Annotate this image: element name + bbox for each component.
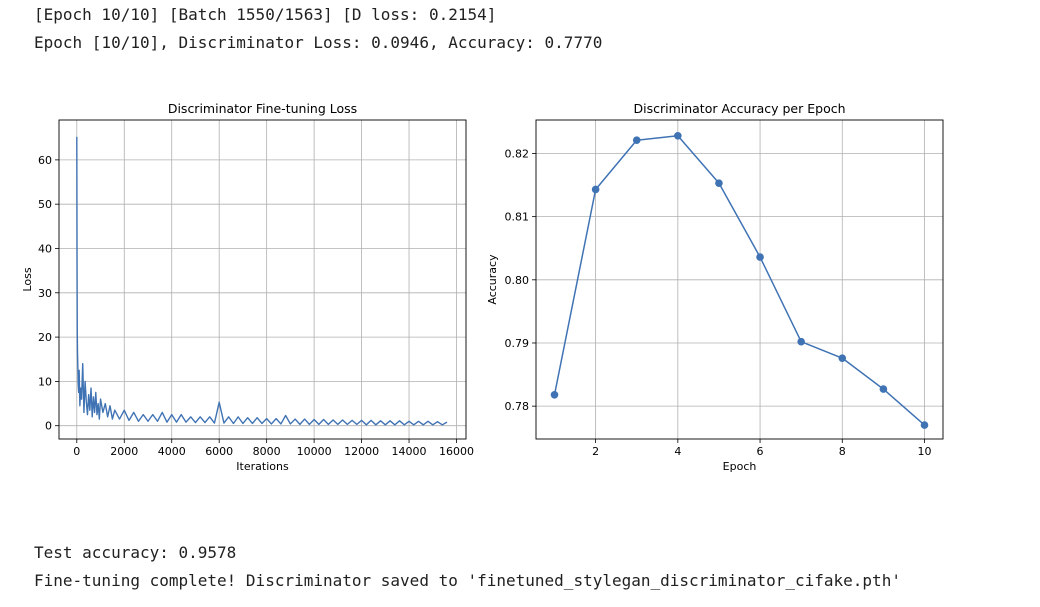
x-axis-label: Iterations (236, 460, 289, 473)
x-tick-label: 6 (757, 445, 764, 458)
y-tick-label: 0.80 (505, 274, 530, 287)
x-tick-label: 8000 (253, 445, 281, 458)
y-axis-label: Accuracy (486, 254, 499, 305)
y-tick-label: 0.78 (505, 400, 530, 413)
y-tick-label: 10 (38, 375, 52, 388)
x-tick-label: 12000 (344, 445, 379, 458)
data-point (797, 337, 805, 346)
x-tick-label: 10000 (297, 445, 332, 458)
training-log-line-1: [Epoch 10/10] [Batch 1550/1563] [D loss:… (34, 5, 497, 24)
gridlines (59, 120, 466, 439)
data-point (550, 390, 559, 399)
x-tick-label: 4 (674, 445, 681, 458)
training-log-line-2: Epoch [10/10], Discriminator Loss: 0.094… (34, 33, 603, 52)
chart-output: 0 2000 4000 6000 8000 10000 12000 14000 16000 0 10… (0, 90, 1040, 485)
x-axis-label: Epoch (723, 460, 757, 473)
save-message-line: Fine-tuning complete! Discriminator save… (34, 571, 901, 590)
x-tick-label: 14000 (392, 445, 427, 458)
data-point (674, 131, 682, 140)
chart-2: 2 4 6 8 10 0.78 0.79 0.80 0.81 0.82 Discriminator … (486, 101, 944, 473)
data-point (879, 385, 888, 393)
x-tick-label: 8 (839, 445, 846, 458)
gridlines (536, 120, 943, 439)
x-tick-label: 6000 (205, 445, 233, 458)
y-tick-label: 30 (38, 287, 52, 300)
data-point (920, 421, 929, 429)
data-point (715, 179, 723, 187)
chart-1: 0 2000 4000 6000 8000 10000 12000 14000 16000 0 10… (21, 101, 474, 473)
series-line (76, 136, 448, 426)
data-point (632, 136, 641, 145)
chart-title: Discriminator Accuracy per Epoch (633, 101, 845, 116)
y-tick-label: 0 (45, 420, 52, 433)
x-tick-label: 4000 (158, 445, 186, 458)
y-tick-label: 0.79 (505, 337, 530, 350)
y-tick-label: 0.82 (505, 147, 530, 160)
y-tick-label: 0.81 (505, 211, 530, 224)
y-axis-label: Loss (21, 267, 34, 291)
chart-title: Discriminator Fine-tuning Loss (168, 101, 357, 116)
series-line (553, 135, 925, 426)
data-point (591, 185, 600, 194)
y-tick-label: 50 (38, 198, 52, 211)
test-accuracy-line: Test accuracy: 0.9578 (34, 543, 237, 562)
x-tick-label: 0 (73, 445, 80, 458)
axes-frame (58, 119, 467, 440)
x-tick-label: 2 (592, 445, 599, 458)
data-point (756, 253, 764, 261)
x-tick-label: 16000 (439, 445, 474, 458)
x-tick-label: 2000 (110, 445, 138, 458)
y-tick-label: 60 (38, 154, 52, 167)
data-point (838, 354, 847, 362)
y-tick-label: 40 (38, 242, 52, 255)
charts-figure: 0 2000 4000 6000 8000 10000 12000 14000 16000 0 10… (21, 101, 944, 473)
x-tick-label: 10 (918, 445, 932, 458)
y-tick-label: 20 (38, 331, 52, 344)
